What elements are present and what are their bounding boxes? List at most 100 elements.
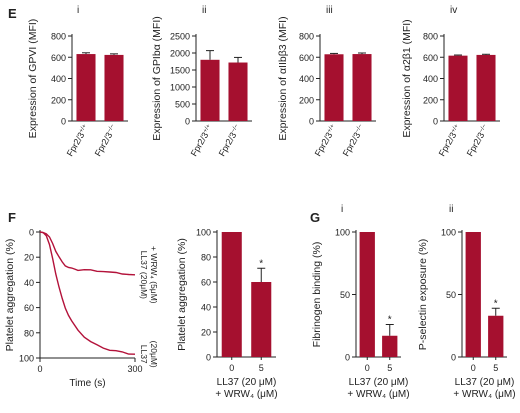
g-i-y-tick-label-2: 100	[335, 228, 350, 238]
f-trace-y-tick-label-3: 60	[24, 303, 34, 313]
f-trace-y-tick-label-2: 40	[24, 278, 34, 288]
f-bar-y-tick-label-2: 40	[201, 303, 211, 313]
f-bar-y-tick-label-0: 0	[206, 353, 211, 363]
e-ii-y-tick-label-3: 1500	[170, 66, 190, 76]
g-ii-y-tick-label-2: 100	[441, 228, 456, 238]
f-bar-y-tick-label-4: 80	[201, 253, 211, 263]
e-i-cat-label-1: Fpr2/3−/−	[93, 123, 119, 158]
e-iii-y-tick-label-4: 800	[299, 32, 314, 42]
f-bar-cat-label-0: 0	[229, 363, 234, 373]
f-trace-x-tick-label-0: 0	[37, 364, 42, 374]
g-ii-xlabel-line-0: LL37 (20 μM)	[455, 377, 515, 388]
e-iv-y-tick-label-1: 200	[423, 95, 438, 105]
e-ii-bar-0	[200, 59, 220, 121]
panel-letter-g: G	[310, 210, 320, 225]
f-trace-series-label-0-0: LL37 (20μM)	[139, 251, 149, 300]
g-ii-ylabel: P-selectin exposure (%)	[417, 239, 429, 350]
e-i-bar-1	[104, 54, 124, 121]
g-ii-cat-label-0: 0	[471, 363, 476, 373]
g-i-cat-label-1: 5	[387, 363, 392, 373]
g-ii-y-tick-label-1: 50	[446, 290, 456, 300]
e-iv-bar-1	[476, 54, 496, 121]
f-trace-series-label-0-1: + WRW₄ (5μM)	[149, 246, 159, 304]
e-iv-y-tick-label-3: 600	[423, 53, 438, 63]
g-i-significance-1: *	[388, 315, 392, 326]
e-ii-y-tick-label-5: 2500	[170, 32, 190, 42]
f-bar-y-tick-label-1: 20	[201, 328, 211, 338]
e-i-cat-label-0: Fpr2/3+/+	[65, 123, 91, 158]
e-iv-sub-label: iv	[450, 5, 457, 16]
g-i-xlabel-line-1: + WRW₄ (μM)	[347, 389, 409, 400]
f-bar-ylabel: Platelet aggregation (%)	[176, 238, 188, 351]
g-i-bar-1	[382, 335, 398, 357]
e-iii-bar-1	[352, 54, 372, 121]
e-ii-y-tick-label-2: 1000	[170, 83, 190, 93]
g-i-cat-label-0: 0	[365, 363, 370, 373]
g-i-ylabel: Fibrinogen binding (%)	[311, 242, 323, 348]
e-ii-cat-label-0: Fpr2/3+/+	[189, 123, 215, 158]
f-bar-significance-1: *	[259, 258, 263, 269]
panel-letter-f: F	[8, 210, 16, 225]
e-iv-cat-label-1: Fpr2/3−/−	[465, 123, 491, 158]
e-iii-y-tick-label-1: 200	[299, 95, 314, 105]
e-iv-cat-label-sup-0: +/+	[451, 123, 461, 134]
f-trace-ylabel: Platelet aggregation (%)	[4, 239, 16, 352]
g-ii-sub-label: ii	[449, 204, 453, 215]
e-iv-y-tick-label-4: 800	[423, 32, 438, 42]
g-i-bar-0	[359, 232, 375, 357]
e-i-y-tick-label-0: 0	[61, 117, 66, 127]
e-iii-cat-label-sup-0: +/+	[327, 123, 337, 134]
e-i-y-tick-label-1: 200	[51, 95, 66, 105]
e-ii-cat-label-sup-0: +/+	[203, 123, 213, 134]
f-bar-xlabel-line-1: + WRW₄ (μM)	[215, 389, 277, 400]
g-i-xlabel-line-0: LL37 (20 μM)	[349, 377, 409, 388]
e-iii-cat-label-sup-1: −/−	[355, 123, 365, 134]
e-iv-cat-label-sup-1: −/−	[479, 123, 489, 134]
f-bar-y-tick-label-5: 100	[196, 228, 211, 238]
f-trace-series-label-1-1: (20μM)	[149, 341, 159, 368]
f-trace-y-tick-label-4: 80	[24, 328, 34, 338]
e-i-bar-0	[76, 54, 96, 121]
g-i-y-tick-label-1: 50	[340, 290, 350, 300]
g-ii-bar-1	[488, 315, 504, 357]
g-i-sub-label: i	[341, 204, 343, 215]
e-iv-ylabel: Expression of α2β1 (MFI)	[401, 19, 413, 137]
e-iii-cat-label-1: Fpr2/3−/−	[341, 123, 367, 158]
g-ii-bar-0	[465, 232, 481, 357]
e-iii-y-tick-label-2: 400	[299, 74, 314, 84]
e-ii-sub-label: ii	[202, 5, 206, 16]
e-iv-y-tick-label-2: 400	[423, 74, 438, 84]
f-bar-cat-label-1: 5	[259, 363, 264, 373]
f-trace-series-line-1	[39, 231, 136, 355]
e-iii-y-tick-label-0: 0	[309, 117, 314, 127]
e-i-y-tick-label-3: 600	[51, 53, 66, 63]
f-trace-y-tick-label-1: 20	[24, 253, 34, 263]
f-trace-series-line-0	[39, 231, 136, 276]
e-ii-bar-1	[228, 62, 248, 121]
e-i-y-tick-label-2: 400	[51, 74, 66, 84]
e-i-cat-label-sup-0: +/+	[79, 123, 89, 134]
g-ii-significance-1: *	[494, 298, 498, 309]
g-ii-xlabel-line-1: + WRW₄ (μM)	[453, 389, 515, 400]
g-ii-y-tick-label-0: 0	[451, 353, 456, 363]
e-iii-sub-label: iii	[326, 5, 333, 16]
panel-letter-e: E	[8, 6, 17, 21]
e-iii-cat-label-0: Fpr2/3+/+	[313, 123, 339, 158]
e-i-sub-label: i	[77, 5, 79, 16]
f-trace-y-tick-label-0: 0	[29, 228, 34, 238]
e-iii-y-tick-label-3: 600	[299, 53, 314, 63]
e-iii-bar-0	[324, 54, 344, 121]
g-i-y-tick-label-0: 0	[345, 353, 350, 363]
e-i-ylabel: Expression of GPVI (MFI)	[27, 19, 39, 139]
f-trace-series-label-1-0: LL37	[139, 345, 149, 364]
e-i-cat-label-sup-1: −/−	[107, 123, 117, 134]
e-ii-cat-label-1: Fpr2/3−/−	[217, 123, 243, 158]
f-trace-x-tick-label-1: 300	[127, 364, 142, 374]
e-iv-y-tick-label-0: 0	[433, 117, 438, 127]
e-iv-bar-0	[448, 55, 468, 121]
e-ii-y-tick-label-1: 500	[175, 100, 190, 110]
f-trace-y-tick-label-5: 100	[19, 354, 34, 364]
f-bar-y-tick-label-3: 60	[201, 278, 211, 288]
e-i-y-tick-label-4: 800	[51, 32, 66, 42]
